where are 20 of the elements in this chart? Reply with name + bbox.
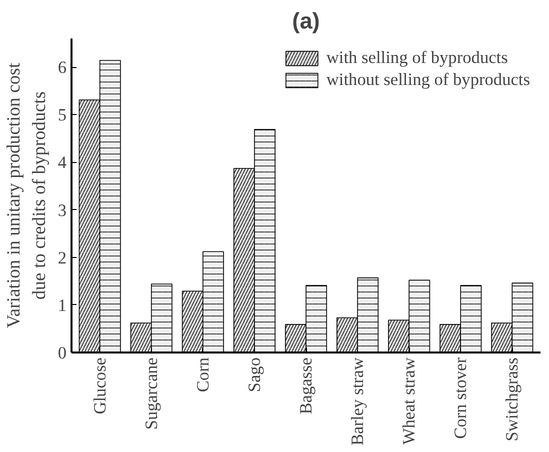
x-tick-label: Switchgrass — [502, 357, 522, 442]
y-tick-label: 5 — [58, 106, 67, 125]
y-axis-title: Variation in unitary production cost due to credits of byproducts — [4, 62, 50, 328]
y-tick-label: 6 — [58, 58, 67, 78]
x-tick-label: Bagasse — [296, 357, 316, 414]
x-tick-label: Sugarcane — [142, 357, 161, 430]
x-tick-label: Corn stover — [451, 357, 470, 439]
x-tick-label: Wheat straw — [400, 357, 419, 445]
x-tick-label: Corn — [193, 357, 212, 392]
x-tick-label: Glucose — [90, 357, 110, 414]
y-tick-label: 1 — [58, 296, 67, 315]
chart-title: (a) — [292, 8, 320, 34]
y-tick-label: 2 — [58, 248, 67, 268]
legend-label: with selling of byproducts — [326, 48, 508, 68]
y-tick-label: 3 — [58, 200, 67, 220]
x-tick-label: Barley straw — [348, 357, 368, 446]
y-tick-label: 0 — [58, 344, 67, 362]
x-tick-label: Sago — [244, 357, 264, 392]
legend-label: without selling of byproducts — [326, 70, 530, 90]
y-tick-label: 4 — [58, 153, 67, 172]
